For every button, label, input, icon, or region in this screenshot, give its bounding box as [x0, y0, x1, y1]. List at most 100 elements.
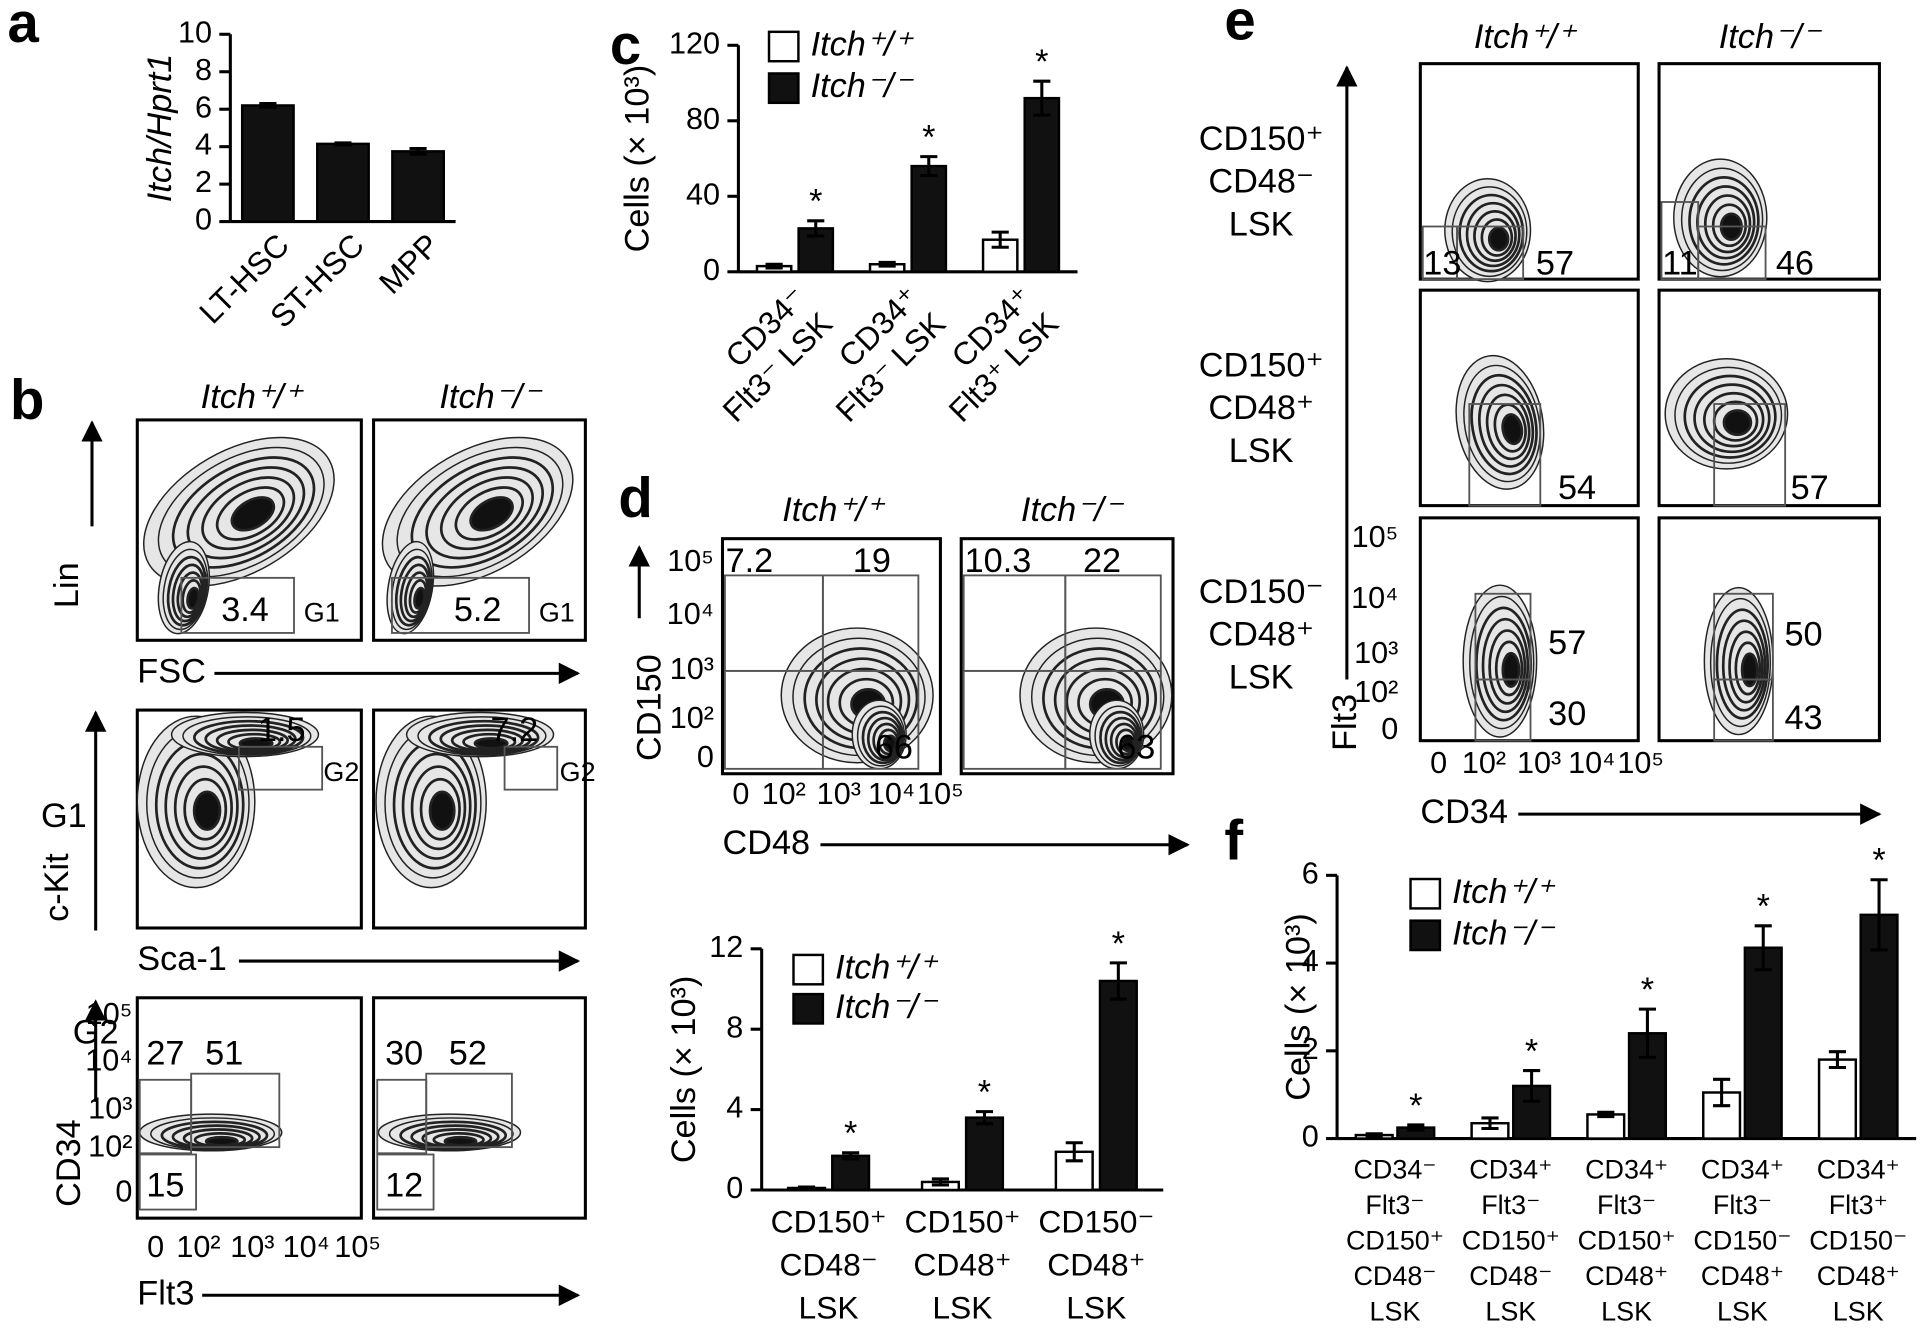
x-tick-label: 10⁵ [1617, 746, 1664, 780]
gate-percentage: 52 [449, 1034, 487, 1072]
column-header: Itch⁺/⁺ [1474, 18, 1578, 56]
x-axis-label: FSC [137, 652, 206, 690]
gate [391, 576, 530, 634]
contour [1480, 218, 1514, 257]
x-tick-label: CD48⁺ [1817, 1261, 1900, 1291]
panel-letter: c [610, 13, 641, 76]
gate-percentage: 10.3 [965, 542, 1032, 580]
contour [1488, 629, 1527, 705]
y-axis-label: Cells (× 10³) [1279, 913, 1317, 1101]
y-tick-label: 12 [709, 930, 743, 964]
x-tick-label: CD150⁻ [1809, 1226, 1907, 1256]
gate-percentage: 5.2 [454, 591, 502, 629]
y-axis-label: CD150 [631, 654, 669, 761]
gate-percentage: 7.2 [726, 542, 774, 580]
panel-letter: a [8, 0, 40, 54]
x-tick-label: CD150⁻ [1038, 1204, 1154, 1240]
contour [186, 586, 201, 610]
y-axis-label: Itch/Hprt1 [141, 54, 179, 203]
error-bar [931, 1177, 949, 1187]
error-bar [1033, 79, 1051, 117]
bar [981, 238, 1019, 274]
row-label: LSK [1229, 659, 1294, 697]
x-tick-label: LSK [932, 1289, 992, 1325]
x-tick-label: 0 [147, 1230, 164, 1264]
error-bar [1638, 1007, 1656, 1059]
x-tick-label: 10² [176, 1230, 220, 1264]
contour [162, 548, 209, 631]
contour [192, 790, 222, 831]
y-tick-label: 10³ [670, 652, 714, 686]
contour [1481, 617, 1530, 714]
contour [1104, 716, 1140, 762]
gate-percentage: 27 [146, 1034, 184, 1072]
y-tick-label: 0 [195, 203, 212, 237]
y-tick-label: 40 [686, 177, 720, 211]
y-tick-label: 10³ [88, 1091, 132, 1125]
y-tick-label: 4 [195, 128, 212, 162]
error-bar [920, 155, 938, 178]
x-tick-label: Flt3⁻ [1365, 1190, 1424, 1220]
y-tick-label: 4 [726, 1091, 743, 1125]
gate-label: G1 [304, 598, 340, 628]
y-tick-label: 10 [178, 15, 212, 49]
y-tick-label: 0 [703, 253, 720, 287]
legend-swatch [767, 72, 800, 105]
x-axis-label: CD34 [1420, 793, 1508, 831]
significance-marker: * [922, 119, 935, 157]
bar [910, 164, 948, 274]
row-label: CD48⁺ [1208, 616, 1314, 654]
bar [316, 142, 370, 223]
contour [1501, 413, 1524, 446]
gate [1697, 225, 1767, 281]
x-tick-label: CD34⁺ [1469, 1155, 1552, 1185]
significance-marker: * [1641, 971, 1654, 1009]
x-tick-label: 10⁵ [917, 777, 964, 811]
contour [428, 790, 456, 831]
significance-marker: * [1035, 43, 1048, 81]
x-tick-label: CD34⁺ [1701, 1155, 1784, 1185]
contour [173, 765, 233, 851]
row-label: LSK [1229, 206, 1294, 244]
gate-percentage: 54 [1558, 469, 1596, 507]
x-tick-label: LSK [1370, 1297, 1421, 1327]
error-bar [1365, 1132, 1383, 1138]
contour [1721, 619, 1767, 712]
gate-percentage: 15 [146, 1167, 184, 1205]
gate-percentage: 13 [1423, 245, 1461, 283]
plot-frame [135, 996, 363, 1220]
error-bar [842, 1151, 860, 1161]
contour [1715, 608, 1770, 720]
x-tick-label: CD48⁻ [1353, 1261, 1436, 1291]
y-tick-label: 2 [1302, 1032, 1319, 1066]
contour [1494, 640, 1524, 697]
contour [1683, 374, 1777, 459]
contour [176, 571, 204, 619]
y-tick-label: 2 [195, 165, 212, 199]
contour [215, 728, 289, 753]
x-axis-label: Flt3 [137, 1274, 194, 1312]
y-tick-label: 10⁴ [85, 1044, 132, 1078]
y-tick-label: 8 [726, 1010, 743, 1044]
legend-label: Itch⁻/⁻ [811, 67, 915, 105]
x-tick-label: CD150⁺ [905, 1204, 1021, 1240]
x-tick-label: CD48⁻ [780, 1247, 878, 1283]
significance-marker: * [844, 1115, 857, 1153]
contour [425, 466, 545, 560]
x-tick-label: 0 [1430, 746, 1447, 780]
bar [964, 1116, 1005, 1192]
bar [1743, 946, 1783, 1140]
y-tick-label: 10⁵ [667, 544, 714, 578]
contour [1709, 597, 1772, 728]
x-tick-label: 10⁴ [868, 777, 915, 811]
gate-percentage: 50 [1784, 616, 1822, 654]
contour [1703, 391, 1765, 448]
significance-marker: * [1525, 1032, 1538, 1070]
contour [204, 1135, 239, 1147]
panel-letter: e [1224, 0, 1255, 51]
y-axis-label: Cells (× 10³) [665, 976, 703, 1164]
contour [1120, 734, 1135, 753]
row-label: CD48⁻ [1208, 163, 1314, 201]
error-bar [1597, 1110, 1615, 1119]
error-bar [765, 262, 783, 270]
